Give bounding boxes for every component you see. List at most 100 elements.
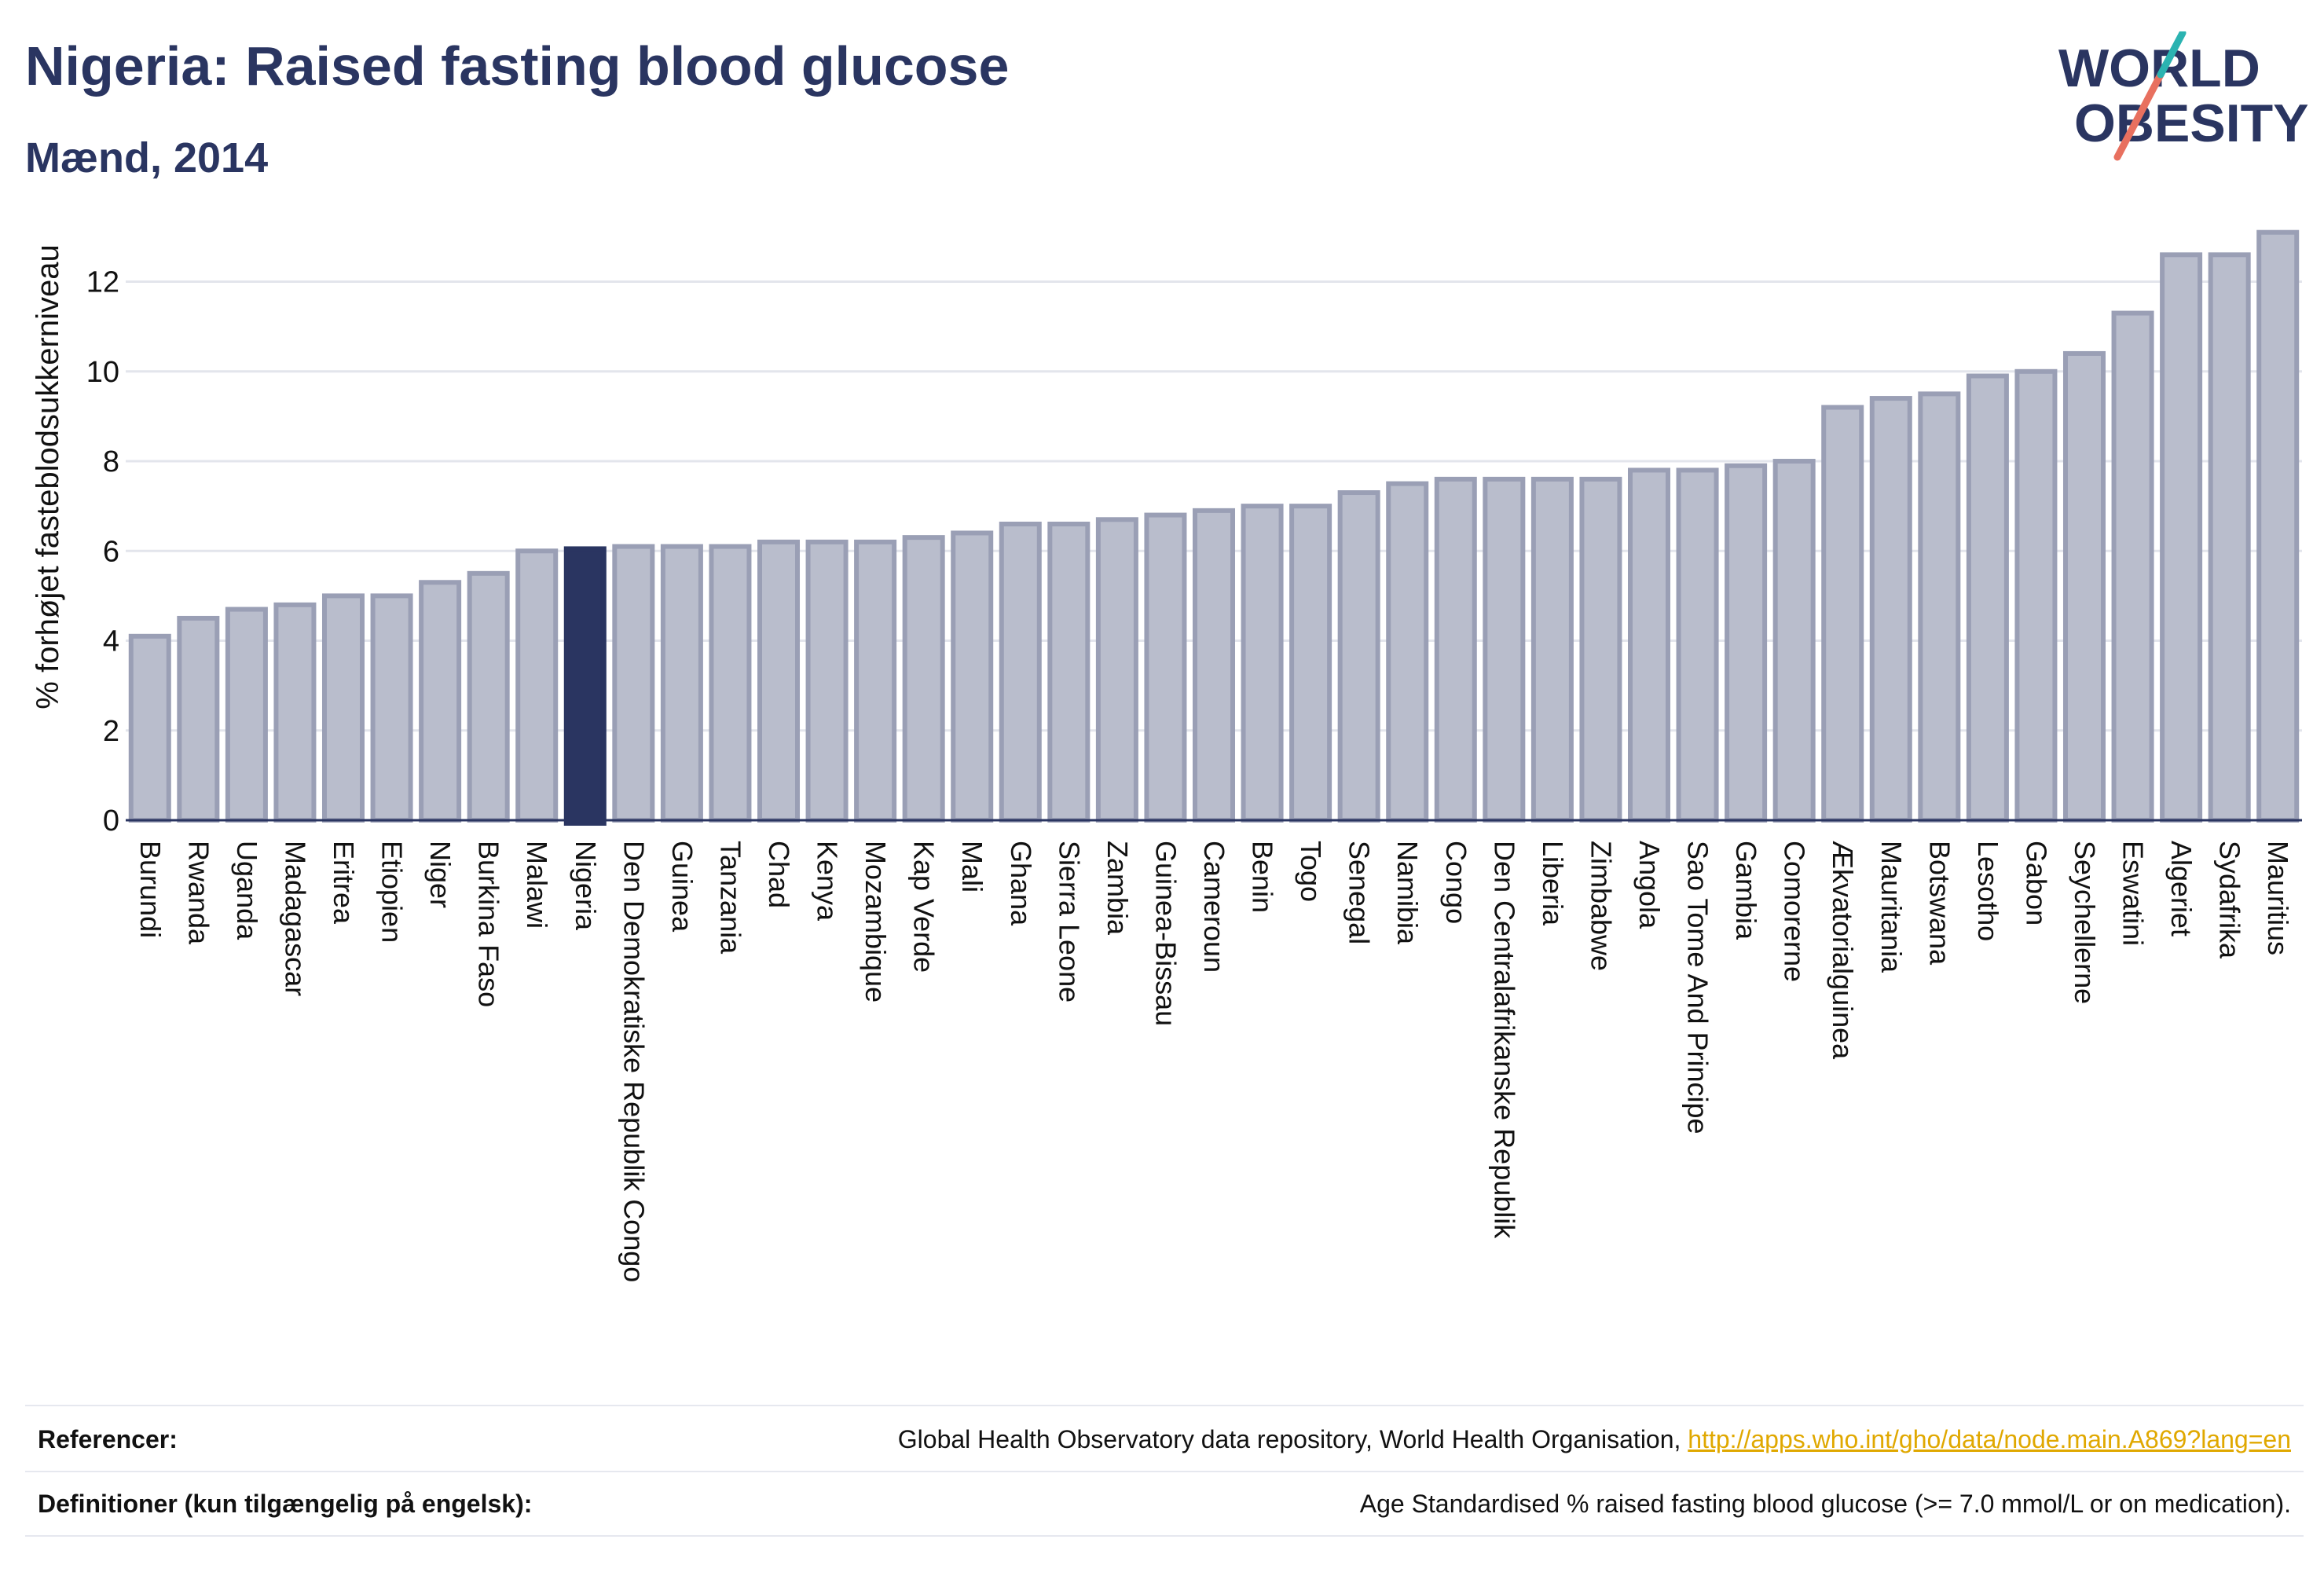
bar-rwanda [177,615,220,823]
references-link[interactable]: http://apps.who.int/gho/data/node.main.A… [1688,1424,2291,1453]
bar-zimbabwe [1579,476,1622,823]
bar-tanzania [709,544,752,823]
footer-divider-top [25,1405,2304,1406]
bar-madagascar [273,602,317,823]
x-category-label: Benin [1247,841,1279,913]
definitions-value: Age Standardised % raised fasting blood … [1359,1489,2291,1518]
x-category-labels: Burundi Rwanda Uganda Madagascar Eritrea Etio… [134,841,2294,1282]
bar-burkina-faso [467,570,510,823]
x-category-label: Guinea-Bissau [1149,841,1182,1026]
bar-burundi [128,633,171,823]
x-category-label: Uganda [231,841,263,940]
x-category-label: Den Demokratiske Republik Congo [618,841,650,1282]
x-category-label: Burkina Faso [473,841,505,1007]
footer-definitions-row: Definitioner (kun tilgængelig på engelsk… [25,1472,2304,1535]
x-category-label: Gambia [1730,841,1762,940]
bar-senegal [1337,490,1380,823]
x-category-label: Burundi [134,841,167,938]
world-obesity-logo: WORLD OBESITY [2058,31,2309,161]
x-category-label: Mauritius [2262,841,2294,955]
x-category-label: Tanzania [714,841,746,955]
y-tick-label: 10 [86,356,119,389]
x-category-label: Mozambique [860,841,892,1002]
x-category-label: Malawi [521,841,553,929]
bar-cameroun [1192,508,1236,823]
bar-guinea-bissau [1144,512,1187,823]
bar-ghana [999,522,1042,823]
bar-namibia [1386,481,1429,823]
x-category-label: Angola [1633,841,1666,929]
bar-algeriet [2160,252,2203,823]
x-category-label: Botswana [1923,841,1956,966]
bar-comorerne [1772,459,1816,823]
x-category-label: Eritrea [328,841,360,925]
bar-lesotho [1966,373,2009,823]
x-category-label: Zambia [1102,841,1134,936]
bar-gambia [1725,463,1768,823]
bar-uganda [225,607,268,823]
y-axis-label: % forhøjet fasteblodsukkerniveau [31,244,65,709]
bar-sydafrika [2208,252,2251,823]
x-category-label: Mauritania [1875,841,1908,973]
bar-congo [1434,476,1477,823]
bar-eswatini [2111,310,2154,823]
bar-ækvatorialguinea [1821,405,1864,823]
x-category-label: Seychellerne [2069,841,2101,1004]
bar-botswana [1918,391,1961,823]
bar-mali [951,530,994,823]
x-category-label: Cameroun [1198,841,1230,973]
bar-niger [419,580,462,823]
x-category-label: Sierra Leone [1053,841,1085,1002]
bar-guinea [660,544,703,823]
x-category-label: Rwanda [182,841,214,945]
x-category-label: Algeriet [2165,841,2198,936]
page-title: Nigeria: Raised fasting blood glucose [25,35,1010,97]
bar-mauritania [1869,396,1912,823]
logo-text-world: WORLD [2058,38,2260,98]
x-category-label: Zimbabwe [1585,841,1617,971]
x-category-label: Namibia [1391,841,1424,945]
x-category-label: Chad [763,841,795,908]
bar-seychellerne [2062,350,2106,823]
bar-sierra-leone [1047,522,1091,823]
y-tick-label: 6 [103,535,119,568]
x-category-label: Madagascar [279,841,311,996]
x-category-label: Togo [1295,841,1327,902]
bar-benin [1241,504,1284,823]
x-category-label: Mali [956,841,988,892]
x-category-label: Gabon [2020,841,2052,925]
x-category-label: Ghana [1005,841,1037,926]
x-category-label: Eswatini [2117,841,2150,946]
x-category-label: Comorerne [1779,841,1811,982]
bar-zambia [1095,517,1138,823]
x-category-label: Niger [424,841,456,908]
bar-chart: 0 2 4 6 8 10 12 Burundi Rwanda Uganda Madagascar E… [31,229,2302,1282]
y-tick-label: 4 [103,625,119,658]
bar-togo [1289,504,1332,823]
x-category-label: Sydafrika [2214,841,2246,959]
bar-angola [1627,467,1671,823]
bar-nigeria [563,546,607,826]
bar-malawi [515,548,559,823]
x-category-label: Ækvatorialguinea [1827,841,1859,1060]
y-tick-label: 8 [103,445,119,478]
y-tick-label: 0 [103,804,119,837]
bar-den-demokratiske-republik-congo [612,544,655,823]
footer-divider-bottom [25,1535,2304,1537]
x-category-label: Sao Tome And Principe [1682,841,1714,1134]
y-tick-label: 2 [103,715,119,748]
bars [128,229,2300,826]
references-value: Global Health Observatory data repositor… [898,1425,2304,1454]
x-category-label: Etiopien [376,841,409,943]
x-category-label: Lesotho [1972,841,2004,941]
y-tick-labels: 0 2 4 6 8 10 12 [86,266,119,837]
bar-eritrea [321,593,365,823]
bar-sao-tome-and-principe [1676,467,1719,823]
references-text: Global Health Observatory data repositor… [897,1424,1688,1453]
bar-liberia [1530,476,1574,823]
bar-chad [757,539,801,823]
footer-divider-middle [25,1471,2304,1472]
bar-kap-verde [902,535,945,823]
references-label: Referencer: [38,1424,178,1453]
definitions-label: Definitioner (kun tilgængelig på engelsk… [38,1489,533,1518]
